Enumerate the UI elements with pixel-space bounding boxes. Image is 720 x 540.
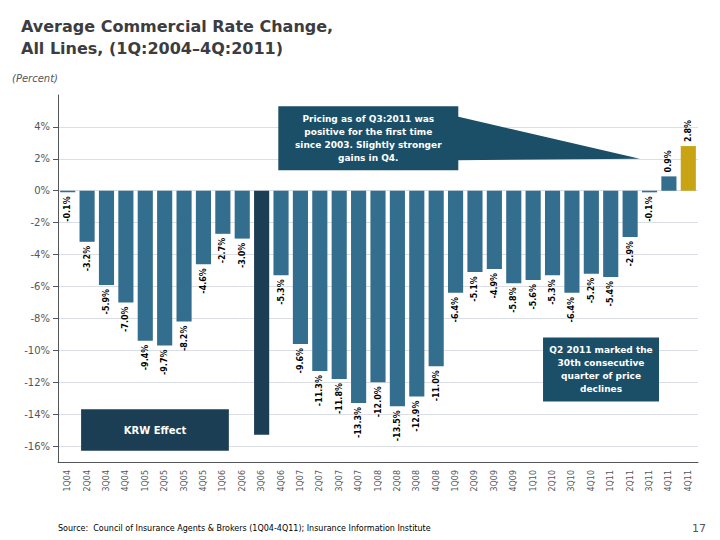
svg-text:-6%: -6% — [31, 281, 50, 292]
svg-text:Average Commercial Rate Change: Average Commercial Rate Change, — [21, 17, 333, 36]
svg-text:-5.6%: -5.6% — [529, 284, 538, 310]
svg-text:-5.3%: -5.3% — [548, 279, 557, 305]
svg-text:-8.2%: -8.2% — [180, 326, 189, 352]
svg-text:-10%: -10% — [24, 345, 50, 356]
svg-text:-0.1%: -0.1% — [63, 196, 72, 222]
svg-text:3Q05: 3Q05 — [180, 470, 189, 492]
svg-text:1Q09: 1Q09 — [451, 470, 460, 492]
svg-text:3Q07: 3Q07 — [335, 470, 344, 492]
svg-text:-9.4%: -9.4% — [141, 345, 150, 371]
svg-text:2Q07: 2Q07 — [315, 470, 324, 492]
svg-text:-2%: -2% — [31, 217, 50, 228]
svg-text:-7.0%: -7.0% — [121, 306, 130, 332]
svg-text:-5.4%: -5.4% — [606, 281, 615, 307]
svg-text:-9.6%: -9.6% — [296, 348, 305, 374]
svg-text:-2.7%: -2.7% — [218, 238, 227, 264]
svg-text:-6.4%: -6.4% — [451, 297, 460, 323]
svg-text:-12.0%: -12.0% — [374, 386, 383, 417]
svg-text:-5.3%: -5.3% — [277, 279, 286, 305]
svg-text:30th consecutive: 30th consecutive — [558, 358, 645, 368]
svg-text:-6.4%: -6.4% — [567, 297, 576, 323]
svg-text:1Q05: 1Q05 — [141, 470, 150, 492]
svg-text:4Q07: 4Q07 — [354, 470, 363, 492]
svg-text:-4.6%: -4.6% — [199, 268, 208, 294]
svg-text:1Q08: 1Q08 — [374, 470, 383, 492]
svg-text:3Q11: 3Q11 — [645, 470, 654, 492]
svg-text:3Q10: 3Q10 — [567, 470, 576, 492]
svg-text:-11.8%: -11.8% — [335, 383, 344, 414]
svg-text:-5.2%: -5.2% — [587, 278, 596, 304]
svg-text:3Q04: 3Q04 — [102, 470, 111, 492]
svg-text:Q2 2011 marked the: Q2 2011 marked the — [549, 345, 652, 355]
svg-text:2Q08: 2Q08 — [393, 470, 402, 492]
svg-text:1Q07: 1Q07 — [296, 470, 305, 492]
svg-text:-4%: -4% — [31, 249, 50, 260]
svg-text:-5.9%: -5.9% — [102, 289, 111, 315]
svg-text:quarter of price: quarter of price — [561, 371, 641, 381]
svg-text:-13.3%: -13.3% — [354, 407, 363, 438]
svg-text:2Q06: 2Q06 — [238, 470, 247, 492]
svg-text:-5.8%: -5.8% — [509, 287, 518, 313]
svg-text:KRW Effect: KRW Effect — [124, 425, 187, 436]
svg-text:-0.1%: -0.1% — [645, 196, 654, 222]
svg-text:0.9%: 0.9% — [664, 150, 673, 172]
svg-text:4Q05: 4Q05 — [199, 470, 208, 492]
svg-text:2Q04: 2Q04 — [83, 470, 92, 492]
svg-text:-16%: -16% — [24, 441, 50, 452]
svg-text:3Q06: 3Q06 — [257, 470, 266, 492]
svg-text:Source: Council of Insurance: Source: Council of Insurance Agents & Br… — [58, 524, 431, 533]
svg-text:4Q08: 4Q08 — [432, 470, 441, 492]
svg-text:4Q10: 4Q10 — [587, 470, 596, 492]
svg-text:1Q04: 1Q04 — [63, 470, 72, 492]
svg-text:2%: 2% — [34, 153, 50, 164]
svg-text:4Q11: 4Q11 — [664, 470, 673, 492]
svg-text:-12%: -12% — [24, 377, 50, 388]
svg-text:All Lines, (1Q:2004–4Q:2011): All Lines, (1Q:2004–4Q:2011) — [21, 39, 283, 58]
svg-text:-9.7%: -9.7% — [160, 350, 169, 376]
svg-text:gains in Q4.: gains in Q4. — [338, 153, 398, 163]
svg-text:4%: 4% — [34, 121, 50, 132]
svg-text:-5.1%: -5.1% — [470, 276, 479, 302]
svg-text:2.8%: 2.8% — [684, 120, 693, 142]
svg-text:-2.9%: -2.9% — [626, 241, 635, 267]
svg-text:4Q09: 4Q09 — [509, 470, 518, 492]
svg-text:3Q09: 3Q09 — [490, 470, 499, 492]
svg-text:2Q11: 2Q11 — [626, 470, 635, 492]
svg-text:-3.0%: -3.0% — [238, 243, 247, 269]
svg-text:1Q06: 1Q06 — [218, 470, 227, 492]
svg-text:-14%: -14% — [24, 409, 50, 420]
svg-text:1Q10: 1Q10 — [529, 470, 538, 492]
svg-text:since 2003. Slightly stronger: since 2003. Slightly stronger — [295, 140, 442, 150]
svg-text:0%: 0% — [34, 185, 50, 196]
svg-text:-4.9%: -4.9% — [490, 273, 499, 299]
svg-text:-12.9%: -12.9% — [412, 401, 421, 432]
svg-text:4Q04: 4Q04 — [121, 470, 130, 492]
svg-text:4Q11: 4Q11 — [684, 470, 693, 492]
svg-text:1Q11: 1Q11 — [606, 470, 615, 492]
svg-text:4Q06: 4Q06 — [277, 470, 286, 492]
svg-text:-8%: -8% — [31, 313, 50, 324]
svg-text:3Q08: 3Q08 — [412, 470, 421, 492]
svg-text:-3.2%: -3.2% — [83, 246, 92, 272]
svg-text:-11.3%: -11.3% — [315, 375, 324, 406]
svg-text:2Q05: 2Q05 — [160, 470, 169, 492]
svg-text:positive for the first time: positive for the first time — [304, 127, 432, 137]
svg-text:Pricing as of Q3:2011 was: Pricing as of Q3:2011 was — [302, 114, 434, 124]
svg-text:(Percent): (Percent) — [12, 73, 58, 84]
svg-text:2Q09: 2Q09 — [470, 470, 479, 492]
svg-text:17: 17 — [692, 522, 706, 535]
svg-text:declines: declines — [580, 384, 622, 394]
svg-text:2Q10: 2Q10 — [548, 470, 557, 492]
svg-text:-11.0%: -11.0% — [432, 370, 441, 401]
svg-text:-13.5%: -13.5% — [393, 410, 402, 441]
